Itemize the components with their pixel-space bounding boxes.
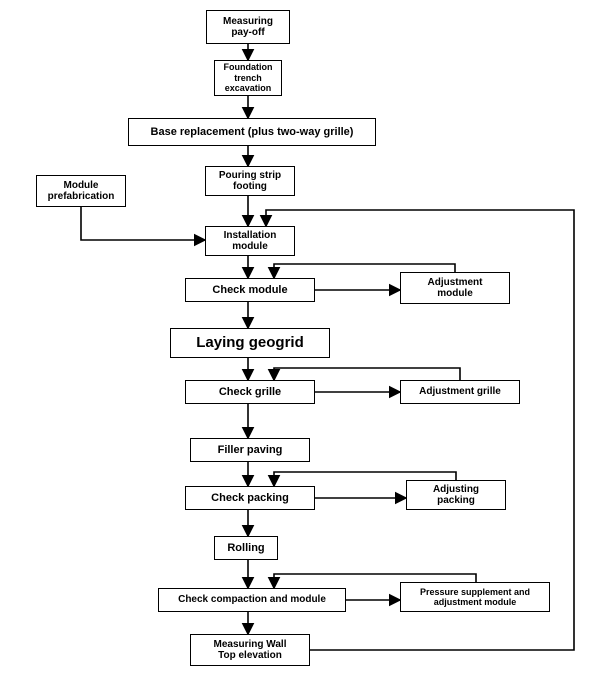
- node-n9: Laying geogrid: [170, 328, 330, 358]
- node-n3: Base replacement (plus two-way grille): [128, 118, 376, 146]
- node-n18: Measuring WallTop elevation: [190, 634, 310, 666]
- node-n8: Adjustmentmodule: [400, 272, 510, 304]
- node-n15: Rolling: [214, 536, 278, 560]
- edge-11: [274, 368, 460, 380]
- node-n17: Pressure supplement andadjustment module: [400, 582, 550, 612]
- node-n16: Check compaction and module: [158, 588, 346, 612]
- edge-4: [81, 207, 205, 240]
- node-n10: Check grille: [185, 380, 315, 404]
- node-n14: Adjustingpacking: [406, 480, 506, 510]
- node-n6: Installationmodule: [205, 226, 295, 256]
- node-n5: Moduleprefabrication: [36, 175, 126, 207]
- node-n12: Filler paving: [190, 438, 310, 462]
- node-n13: Check packing: [185, 486, 315, 510]
- flowchart-canvas: Measuringpay-off Foundationtrenchexcavati…: [0, 0, 603, 694]
- node-n7: Check module: [185, 278, 315, 302]
- node-n1: Measuringpay-off: [206, 10, 290, 44]
- node-n11: Adjustment grille: [400, 380, 520, 404]
- node-n4: Pouring stripfooting: [205, 166, 295, 196]
- node-n2: Foundationtrenchexcavation: [214, 60, 282, 96]
